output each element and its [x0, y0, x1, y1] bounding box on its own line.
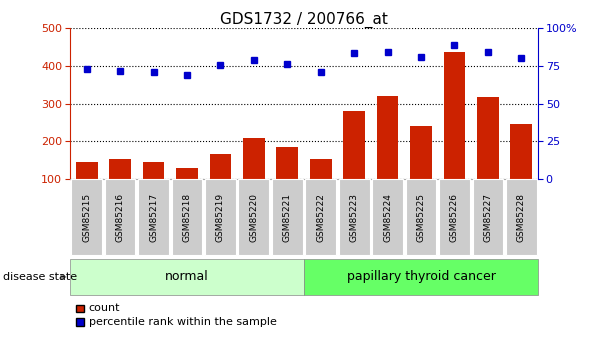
Text: GSM85227: GSM85227	[483, 193, 492, 242]
Bar	[511, 125, 532, 179]
Text: count: count	[89, 304, 120, 313]
Text: percentile rank within the sample: percentile rank within the sample	[89, 317, 277, 327]
Text: GSM85221: GSM85221	[283, 193, 292, 242]
Text: GSM85217: GSM85217	[149, 193, 158, 242]
Text: GSM85219: GSM85219	[216, 193, 225, 242]
Bar	[210, 154, 231, 179]
Text: GSM85225: GSM85225	[416, 193, 426, 242]
Text: GSM85220: GSM85220	[249, 193, 258, 242]
Bar	[277, 147, 298, 179]
Text: disease state: disease state	[3, 272, 77, 282]
Bar	[76, 162, 97, 179]
Text: papillary thyroid cancer: papillary thyroid cancer	[347, 270, 496, 283]
Bar	[477, 97, 499, 179]
Bar	[109, 159, 131, 179]
Text: GSM85215: GSM85215	[82, 193, 91, 242]
Bar	[410, 126, 432, 179]
Bar	[143, 161, 164, 179]
Text: GSM85226: GSM85226	[450, 193, 459, 242]
Bar	[377, 96, 398, 179]
Bar	[310, 159, 331, 179]
Title: GDS1732 / 200766_at: GDS1732 / 200766_at	[220, 11, 388, 28]
Bar	[243, 138, 264, 179]
Text: GSM85222: GSM85222	[316, 193, 325, 242]
Text: GSM85223: GSM85223	[350, 193, 359, 242]
Bar	[344, 111, 365, 179]
Text: GSM85224: GSM85224	[383, 193, 392, 242]
Text: GSM85228: GSM85228	[517, 193, 526, 242]
Text: GSM85216: GSM85216	[116, 193, 125, 242]
Bar	[176, 168, 198, 179]
Bar	[444, 52, 465, 179]
Text: normal: normal	[165, 270, 209, 283]
Text: GSM85218: GSM85218	[182, 193, 192, 242]
